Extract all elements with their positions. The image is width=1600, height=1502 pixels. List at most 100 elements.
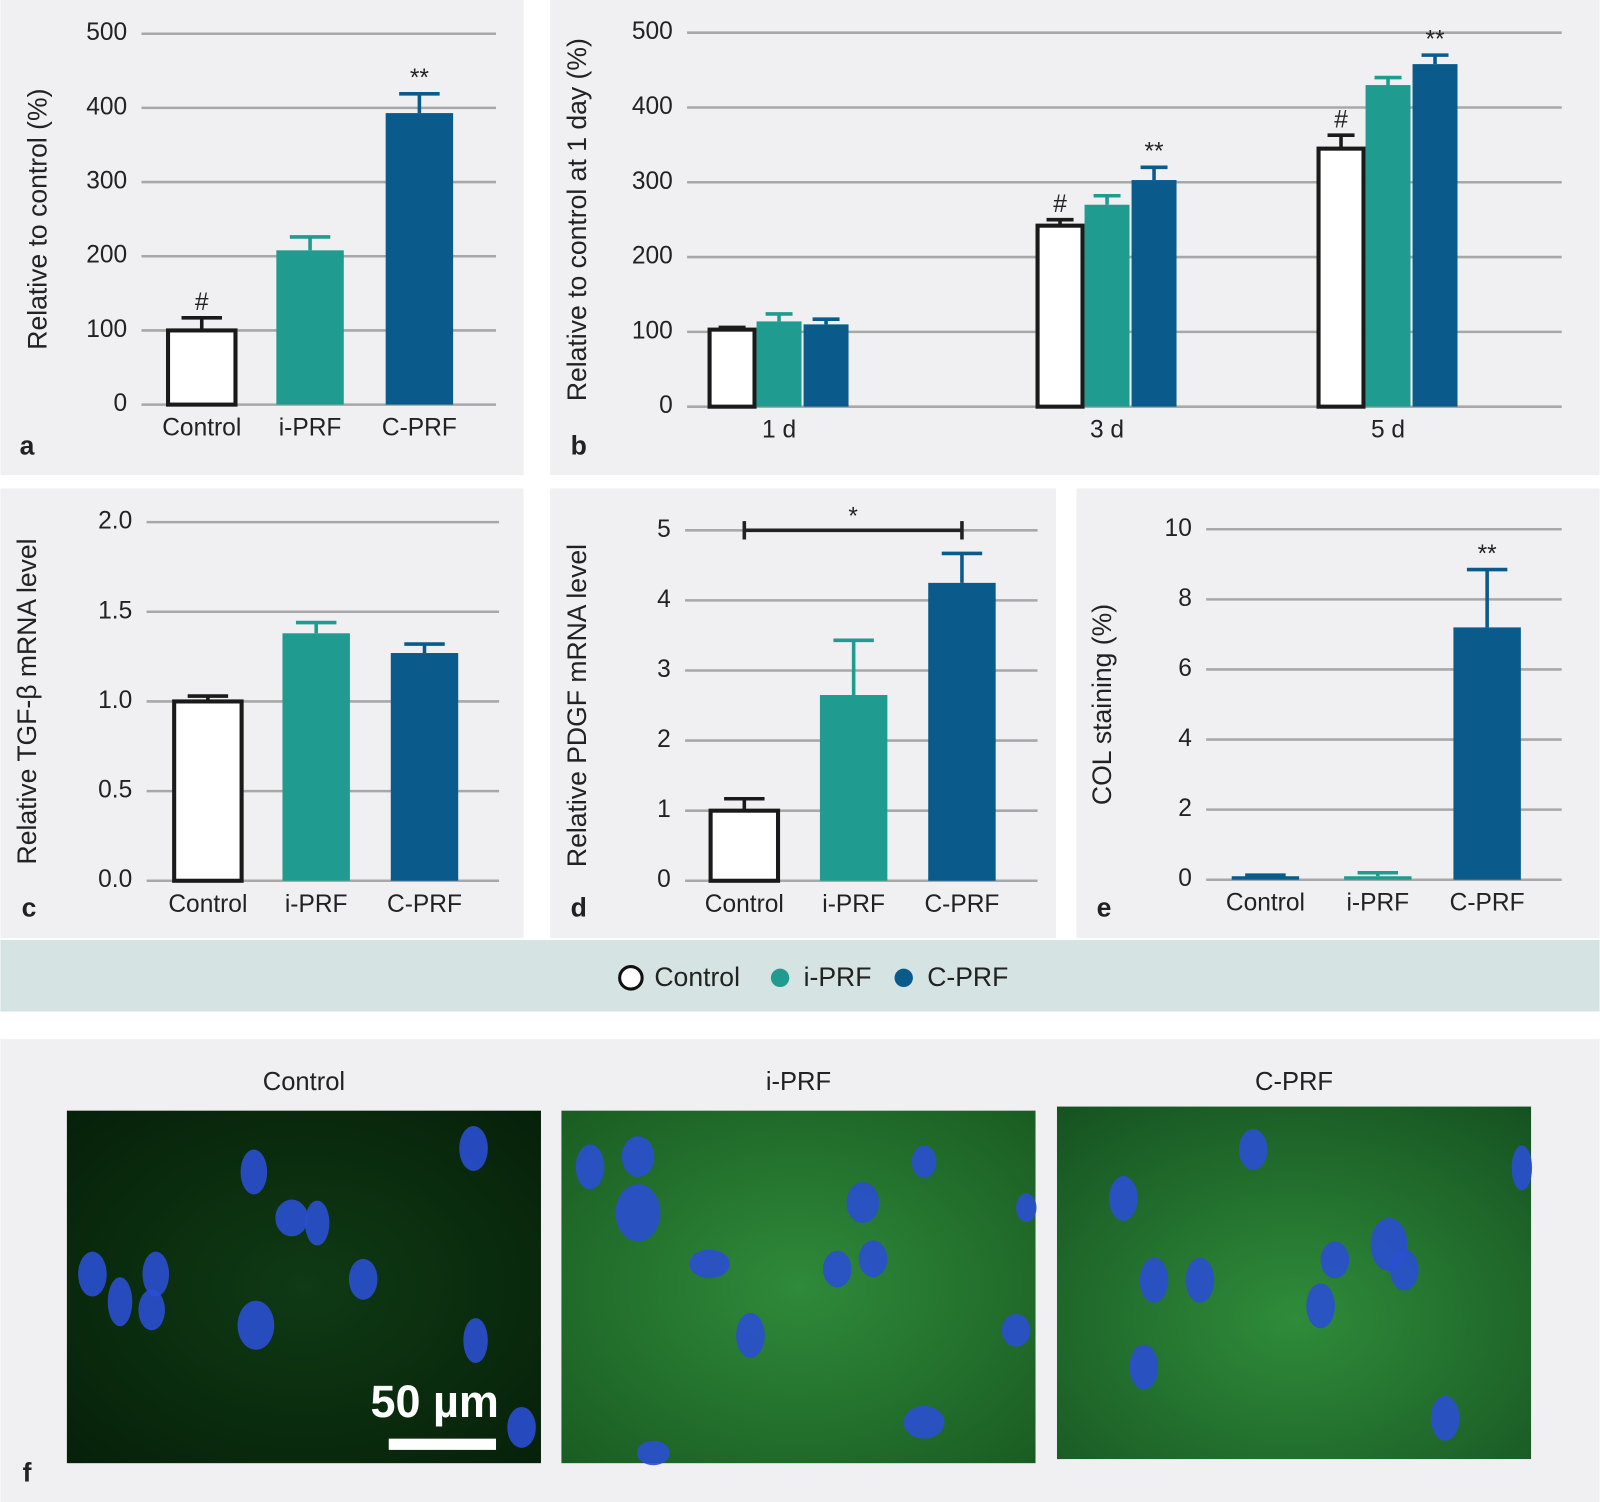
- y-tick-label: 400: [86, 93, 127, 120]
- bar: [282, 633, 350, 881]
- legend-label: i-PRF: [804, 962, 872, 992]
- y-tick-label: 3: [657, 656, 671, 683]
- y-tick-label: 0: [659, 392, 673, 419]
- nucleus: [1129, 1344, 1159, 1390]
- y-tick-label: 100: [86, 316, 127, 343]
- y-tick-label: 4: [1178, 725, 1192, 752]
- nucleus: [463, 1318, 488, 1364]
- bar: [803, 324, 849, 407]
- x-tick-label: i-PRF: [279, 415, 342, 442]
- nucleus: [348, 1258, 378, 1300]
- nucleus: [1139, 1257, 1169, 1303]
- nucleus: [78, 1251, 107, 1297]
- y-tick-label: 500: [632, 18, 673, 45]
- nucleus: [240, 1149, 268, 1195]
- bar: [819, 695, 888, 881]
- micrograph: [1056, 1106, 1532, 1460]
- nucleus: [275, 1199, 309, 1237]
- panel-bg: [1076, 488, 1600, 938]
- x-tick-label: 1 d: [762, 417, 796, 444]
- legend-marker: [770, 968, 790, 988]
- bar: [385, 113, 454, 405]
- y-tick-label: 200: [632, 243, 673, 270]
- nucleus: [846, 1182, 880, 1224]
- panel-label: a: [20, 431, 35, 461]
- panel-label: e: [1097, 892, 1112, 922]
- x-tick-label: C-PRF: [1450, 890, 1525, 917]
- y-tick-label: 0.5: [98, 777, 132, 804]
- bar: [390, 653, 459, 881]
- y-tick-label: 300: [632, 168, 673, 195]
- x-tick-label: i-PRF: [822, 891, 885, 918]
- bar: [1316, 146, 1366, 409]
- nucleus: [507, 1406, 536, 1448]
- y-tick-label: 4: [657, 586, 671, 613]
- y-tick-label: 2.0: [98, 508, 132, 535]
- nucleus: [1016, 1193, 1037, 1223]
- x-tick-label: 3 d: [1090, 417, 1124, 444]
- nucleus: [1306, 1283, 1335, 1329]
- scale-bar-label: 50 µm: [371, 1376, 499, 1427]
- x-tick-label: 5 d: [1371, 417, 1405, 444]
- nucleus: [637, 1440, 670, 1466]
- nucleus: [615, 1184, 661, 1242]
- bar: [1365, 85, 1411, 407]
- annotation: #: [195, 289, 209, 316]
- y-tick-label: 1.0: [98, 687, 132, 714]
- panel-label: b: [571, 431, 587, 461]
- annotation: #: [1334, 106, 1348, 133]
- y-tick-label: 1: [657, 796, 671, 823]
- y-tick-label: 8: [1178, 585, 1192, 612]
- y-tick-label: 0.0: [98, 866, 132, 893]
- bar: [1084, 204, 1130, 407]
- x-tick-label: C-PRF: [924, 891, 999, 918]
- legend-label: C-PRF: [927, 962, 1008, 992]
- micrograph-title: C-PRF: [1255, 1068, 1333, 1096]
- x-tick-label: Control: [168, 891, 247, 918]
- legend-marker: [618, 965, 644, 991]
- nucleus: [1109, 1176, 1138, 1222]
- bar: [1344, 876, 1412, 880]
- panel-label: d: [571, 892, 587, 922]
- nucleus: [736, 1312, 765, 1358]
- y-tick-label: 5: [657, 516, 671, 543]
- y-axis-label: Relative TGF-β mRNA level: [12, 538, 42, 864]
- nucleus: [138, 1289, 165, 1331]
- bar: [276, 250, 344, 405]
- nucleus: [621, 1136, 655, 1178]
- annotation: **: [410, 65, 430, 92]
- bar: [1035, 223, 1085, 409]
- x-tick-label: Control: [162, 415, 241, 442]
- nucleus: [1430, 1395, 1460, 1441]
- bar: [172, 699, 244, 883]
- legend-band: [0, 940, 1600, 1012]
- nucleus: [1511, 1145, 1533, 1191]
- y-tick-label: 0: [1178, 865, 1192, 892]
- y-tick-label: 100: [632, 317, 673, 344]
- x-tick-label: i-PRF: [285, 891, 348, 918]
- nucleus: [689, 1249, 731, 1279]
- annotation: **: [1425, 26, 1445, 53]
- bar: [1412, 64, 1458, 407]
- bar: [1231, 876, 1300, 880]
- nucleus: [903, 1405, 945, 1439]
- bar: [708, 808, 781, 883]
- y-tick-label: 1.5: [98, 597, 132, 624]
- y-axis-label: Relative PDGF mRNA level: [562, 544, 592, 867]
- y-tick-label: 500: [86, 19, 127, 46]
- y-tick-label: 200: [86, 242, 127, 269]
- bar: [756, 321, 802, 407]
- bar: [707, 327, 757, 409]
- annotation: **: [1144, 139, 1164, 166]
- x-tick-label: Control: [705, 891, 784, 918]
- legend-label: Control: [654, 962, 740, 992]
- bar: [165, 328, 238, 407]
- nucleus: [142, 1251, 170, 1297]
- micrograph-title: i-PRF: [766, 1068, 831, 1096]
- x-tick-label: C-PRF: [387, 891, 462, 918]
- annotation: **: [1478, 541, 1498, 568]
- nucleus: [1390, 1249, 1419, 1291]
- y-tick-label: 6: [1178, 655, 1192, 682]
